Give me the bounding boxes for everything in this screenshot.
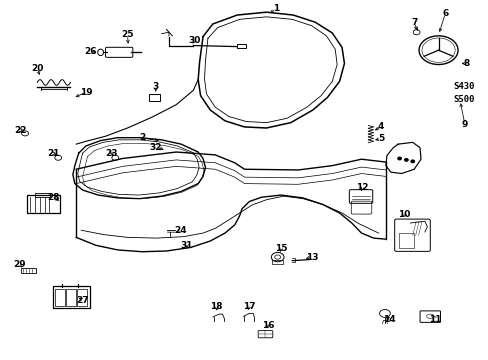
Text: 32: 32 [149,143,162,152]
Circle shape [404,159,407,161]
Text: 17: 17 [243,302,255,311]
Text: 11: 11 [428,315,441,324]
Text: 7: 7 [410,18,417,27]
Text: 23: 23 [105,149,118,158]
Text: 14: 14 [383,315,395,324]
Text: 21: 21 [47,149,60,158]
Text: 12: 12 [356,183,368,192]
Text: 24: 24 [173,226,186,235]
Text: 30: 30 [188,36,201,45]
Text: 2: 2 [139,133,145,142]
Text: 6: 6 [441,9,447,18]
Text: 19: 19 [80,87,92,96]
Text: 18: 18 [209,302,222,311]
Circle shape [397,157,401,160]
Text: 20: 20 [31,64,43,73]
Text: S500: S500 [452,95,474,104]
Text: 27: 27 [76,296,89,305]
Text: 15: 15 [274,244,287,253]
Text: 31: 31 [181,241,193,250]
Text: 16: 16 [261,321,274,330]
Text: 5: 5 [377,134,384,143]
Text: 13: 13 [305,253,317,262]
Text: S430: S430 [452,82,474,91]
Text: 22: 22 [14,126,26,135]
Text: 9: 9 [461,120,467,129]
Text: 8: 8 [462,59,468,68]
Text: 4: 4 [377,122,384,131]
Text: 26: 26 [84,47,97,56]
Circle shape [410,160,414,163]
Text: 1: 1 [272,4,279,13]
Text: 29: 29 [13,260,25,269]
Text: 3: 3 [152,82,159,91]
Text: 10: 10 [397,210,410,219]
Text: 28: 28 [47,193,60,202]
Text: 25: 25 [121,30,133,39]
